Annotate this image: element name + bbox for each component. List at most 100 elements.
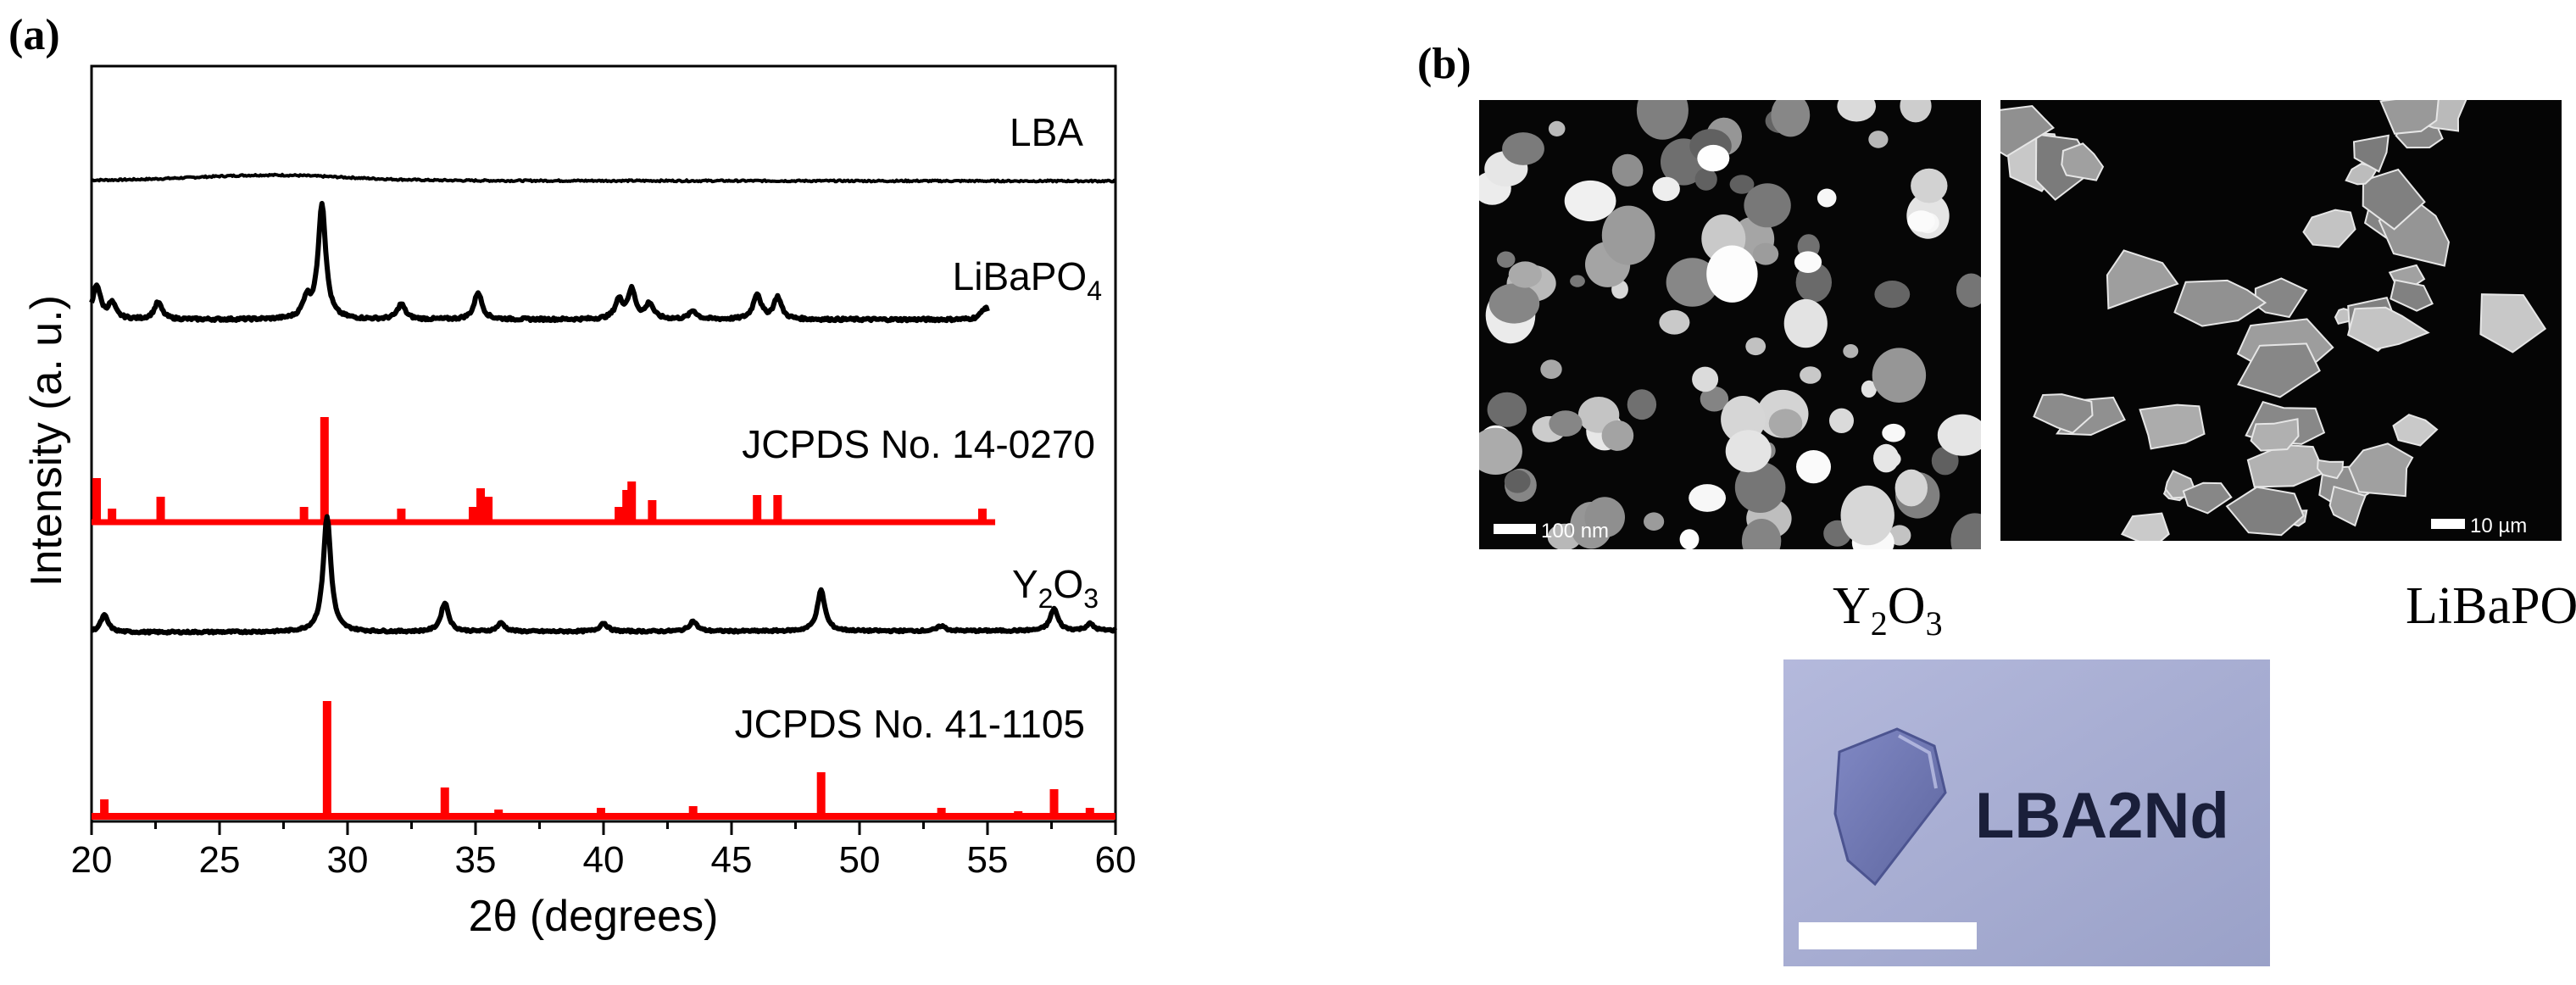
- sem-particle: [1872, 348, 1927, 403]
- stick-2-4: [320, 417, 329, 522]
- stick-2-0: [92, 478, 102, 522]
- sem-particle: [1843, 344, 1859, 359]
- x-axis-title: 2θ (degrees): [469, 892, 719, 941]
- sem-particle: [1689, 484, 1726, 512]
- sem-particle: [1502, 132, 1544, 165]
- sem-particle: [1700, 386, 1729, 412]
- stick-4-9: [1049, 789, 1059, 816]
- series-line-1: [89, 201, 990, 324]
- sem-particle: [1800, 366, 1822, 384]
- caption-y2o3: Y2O3: [1833, 577, 1943, 643]
- sem-particle: [1666, 258, 1719, 307]
- libapo4-main: LiBaPO: [953, 254, 1088, 298]
- sem-particle: [1729, 175, 1755, 194]
- sem-flake: [2225, 486, 2305, 537]
- stick-2-12: [648, 500, 657, 522]
- stick-2-14: [773, 495, 782, 522]
- sem-particle: [1752, 242, 1779, 265]
- sem-flake: [2106, 249, 2179, 310]
- sem-particle: [1564, 180, 1616, 222]
- panel-b-label: (b): [1417, 40, 1472, 88]
- sem-flake: [2392, 414, 2439, 447]
- y2o3-o: O: [1053, 562, 1083, 606]
- stick-2-2: [156, 497, 165, 522]
- series-layer: [89, 172, 1118, 820]
- sem-particle: [1627, 389, 1657, 420]
- tick-layer: 20 25 30 35 40 45 50 55 60: [71, 821, 1136, 881]
- sem-particle: [1601, 420, 1634, 451]
- y-axis-title: Intensity (a. u.): [22, 295, 71, 587]
- y2o3-sub-2: 2: [1038, 583, 1054, 614]
- sem-particle: [1861, 380, 1877, 398]
- sem-particle: [1652, 176, 1680, 202]
- sem-particle: [1840, 485, 1894, 546]
- sem-flake: [2390, 279, 2434, 312]
- sem-flake: [2173, 279, 2267, 327]
- stick-2-1: [108, 509, 117, 522]
- stick-4-5: [688, 806, 698, 816]
- sem-flake: [2348, 442, 2414, 498]
- sem-particle: [1950, 513, 1981, 549]
- sem-particle: [1796, 450, 1831, 484]
- sem-particle: [1725, 430, 1772, 473]
- cap-y2o3-o: O: [1888, 577, 1926, 635]
- sem-particle: [1570, 275, 1585, 287]
- lba2nd-sample-photo: LBA2Nd: [1783, 659, 2270, 966]
- sem-particle: [1504, 470, 1531, 493]
- cap-y2o3-sub3: 3: [1926, 604, 1943, 643]
- series-label-jcpds-14-0270: JCPDS No. 14-0270: [742, 422, 1095, 466]
- sem-flake: [2182, 481, 2233, 515]
- xrd-chart: 20 25 30 35 40 45 50 55 60 LBA LiBaPO4 JCPDS No.…: [22, 64, 1136, 941]
- sem-particle: [1659, 309, 1690, 335]
- stick-4-8: [1014, 811, 1023, 816]
- sem-particle: [1487, 392, 1527, 427]
- photo-label-lba2nd: LBA2Nd: [1975, 780, 2229, 852]
- sem-particle: [1548, 120, 1566, 136]
- sem-particle: [1744, 183, 1791, 228]
- sem-flake: [2379, 100, 2440, 135]
- stick-4-2: [440, 787, 449, 816]
- scalebar-10um: [2431, 519, 2465, 529]
- sem-particle: [1794, 251, 1822, 274]
- sem-particle: [1584, 497, 1625, 538]
- sem-particle: [1488, 283, 1540, 324]
- sem-flake: [2479, 293, 2547, 353]
- sem-flake: [2033, 393, 2094, 434]
- sem-flake: [2302, 209, 2356, 248]
- sem-particle: [1694, 168, 1717, 191]
- sem-flake: [2139, 403, 2206, 450]
- series-label-y2o3: Y2O3: [1012, 562, 1099, 614]
- sem-particle: [1868, 131, 1889, 148]
- sem-particle: [1817, 188, 1837, 208]
- sem-flake: [2237, 342, 2321, 398]
- sem-image-libapo4: 10 µm: [2000, 100, 2562, 541]
- x-tick-label-45: 45: [711, 839, 753, 881]
- glass-crystal: [1833, 727, 1947, 887]
- series-line-3: [90, 514, 1118, 636]
- x-tick-label-55: 55: [967, 839, 1009, 881]
- sem-flake: [2317, 459, 2345, 480]
- sem-flake: [2246, 443, 2326, 488]
- sem-particle: [1911, 168, 1948, 203]
- sem-particle: [1783, 298, 1828, 348]
- x-tick-label-20: 20: [71, 839, 113, 881]
- sem-particle: [1882, 423, 1906, 442]
- series-label-jcpds-41-1105: JCPDS No. 41-1105: [735, 702, 1085, 746]
- sem-image-y2o3: 100 nm: [1479, 100, 1981, 549]
- stick-2-9: [615, 507, 624, 522]
- series-label-libapo4: LiBaPO4: [953, 254, 1102, 306]
- stick-4-1: [322, 701, 331, 816]
- sem-particle: [1549, 410, 1583, 437]
- sem-particle: [1745, 337, 1766, 356]
- stick-2-7: [476, 488, 486, 522]
- sem-particle: [1874, 281, 1911, 309]
- sem-particle: [1508, 261, 1542, 288]
- cap-y2o3-y: Y: [1833, 577, 1871, 635]
- stick-2-15: [977, 509, 987, 522]
- series-label-lba: LBA: [1010, 110, 1083, 154]
- stick-2-6: [468, 507, 477, 522]
- stick-4-10: [1085, 808, 1094, 816]
- sem-particle: [1873, 443, 1900, 473]
- sem-particle: [1692, 366, 1719, 392]
- sem-particle: [1956, 273, 1981, 308]
